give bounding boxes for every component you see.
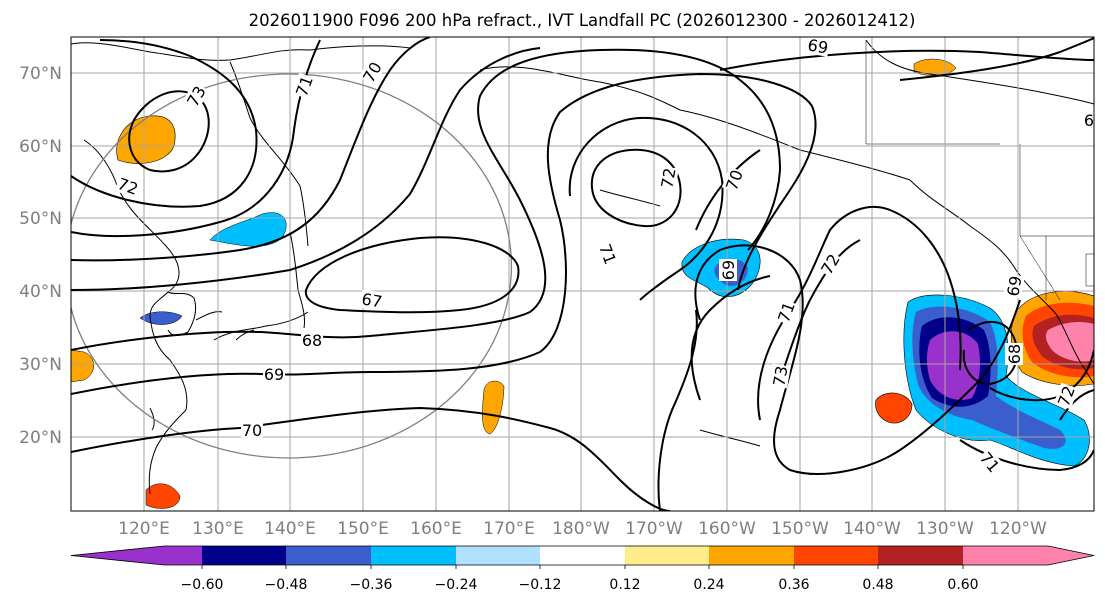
contour-70-mid	[695, 149, 761, 231]
ivt-correlation-shading	[71, 58, 1094, 509]
colorbar-bin	[878, 546, 963, 565]
shade-orange-subtropical-east	[875, 392, 913, 424]
contour-72-mid-loop	[590, 148, 682, 228]
contour-69-mid	[71, 72, 817, 395]
contour-71-southeast	[657, 309, 698, 511]
lon-tick-label: 120°W	[989, 519, 1047, 539]
contour-label: 70	[242, 421, 262, 440]
lon-tick-label: 120°E	[118, 519, 170, 539]
shade-orange-midpacific	[482, 380, 505, 435]
contour-70-south	[71, 406, 671, 511]
lon-tick-label: 150°W	[771, 519, 829, 539]
political-borders	[865, 40, 1094, 301]
colorbar-tick-label: −0.60	[181, 577, 224, 593]
colorbar-tick-label: 0.60	[947, 577, 978, 593]
colorbar-bin	[794, 546, 878, 565]
colorbar-tick-label: 0.12	[609, 577, 640, 593]
colorbar-extend-high	[1048, 546, 1094, 565]
colorbar-tick-label: 0.24	[693, 577, 724, 593]
contour-68-california	[962, 321, 1018, 386]
lat-tick-label: 40°N	[19, 282, 62, 302]
contour-label: 69	[1084, 111, 1104, 130]
lon-tick-label: 170°E	[483, 519, 535, 539]
lon-tick-label: 130°W	[916, 519, 974, 539]
contour-72-california	[1059, 389, 1094, 421]
contour-label: 72	[657, 166, 679, 189]
colorbar-tick-label: −0.36	[350, 577, 393, 593]
colorbar-bin	[164, 546, 202, 565]
map-frame	[70, 36, 1095, 512]
contour-69-northeast	[719, 49, 1094, 71]
lon-tick-label: 180°W	[552, 519, 610, 539]
lon-tick-label: 160°W	[698, 519, 756, 539]
contour-label: 68	[1005, 344, 1024, 364]
lat-tick-label: 50°N	[19, 209, 62, 229]
shade-purple-east-pacific	[927, 331, 980, 400]
shade-orange-west-edge	[71, 349, 94, 383]
contour-68-northeast	[899, 37, 1094, 81]
colorbar-tick-label: −0.24	[435, 577, 478, 593]
contour-73-east	[779, 239, 861, 381]
contour-68	[71, 48, 782, 351]
colorbar: −0.60 −0.48 −0.36 −0.24 −0.12 0.12 0.24 0.36 0.4…	[70, 545, 1095, 593]
colorbar-bin	[540, 546, 625, 565]
lat-tick-label: 70°N	[19, 64, 62, 84]
colorbar-bin	[371, 546, 456, 565]
lon-tick-label: 140°E	[264, 519, 316, 539]
colorbar-tick-label: 0.48	[862, 577, 893, 593]
lon-tick-label: 160°E	[410, 519, 462, 539]
contour-71-east	[690, 275, 771, 401]
contour-70-north	[71, 37, 431, 262]
lat-tick-label: 20°N	[19, 428, 62, 448]
contour-69-north	[71, 47, 541, 291]
coastlines	[71, 39, 1094, 495]
lat-tick-label: 30°N	[19, 355, 62, 375]
contour-label: 69	[719, 260, 738, 280]
lat-tick-label: 60°N	[19, 137, 62, 157]
contour-67-loop	[304, 236, 520, 314]
colorbar-tick-label: −0.48	[265, 577, 308, 593]
contour-label: 68	[302, 331, 322, 350]
latitude-tick-labels: 70°N 60°N 50°N 40°N 30°N 20°N	[19, 64, 62, 448]
contour-71-mid	[568, 116, 724, 301]
colorbar-bin	[625, 546, 709, 565]
contour-label: 67	[360, 289, 383, 311]
colorbar-tick-label: 0.36	[778, 577, 809, 593]
contour-label: 73	[769, 364, 791, 387]
longitude-tick-labels: 120°E 130°E 140°E 150°E 160°E 170°E 180°W 170°W…	[118, 519, 1047, 539]
lon-tick-label: 130°E	[192, 519, 244, 539]
colorbar-bin	[202, 546, 286, 565]
reference-circle	[71, 73, 513, 459]
figure-title: 2026011900 F096 200 hPa refract., IVT La…	[249, 11, 916, 30]
shade-blue-japan-sea	[209, 212, 287, 247]
lon-tick-label: 140°W	[843, 519, 901, 539]
lon-tick-label: 150°E	[337, 519, 389, 539]
colorbar-outline	[70, 545, 1095, 566]
colorbar-bin	[456, 546, 540, 565]
colorbar-bin	[286, 546, 371, 565]
lon-tick-label: 170°W	[625, 519, 683, 539]
contour-72-west	[71, 39, 258, 208]
contour-72-east	[757, 205, 962, 421]
colorbar-bin	[709, 546, 794, 565]
contour-label: 69	[264, 365, 284, 384]
colorbar-tick-label: −0.12	[519, 577, 562, 593]
contour-69-east	[694, 244, 1021, 475]
colorbar-extend-low	[71, 546, 165, 565]
contour-label: 69	[806, 35, 829, 57]
colorbar-bin	[963, 546, 1048, 565]
shade-orange-philippines	[145, 483, 181, 509]
contour-label: 69	[1003, 274, 1025, 297]
